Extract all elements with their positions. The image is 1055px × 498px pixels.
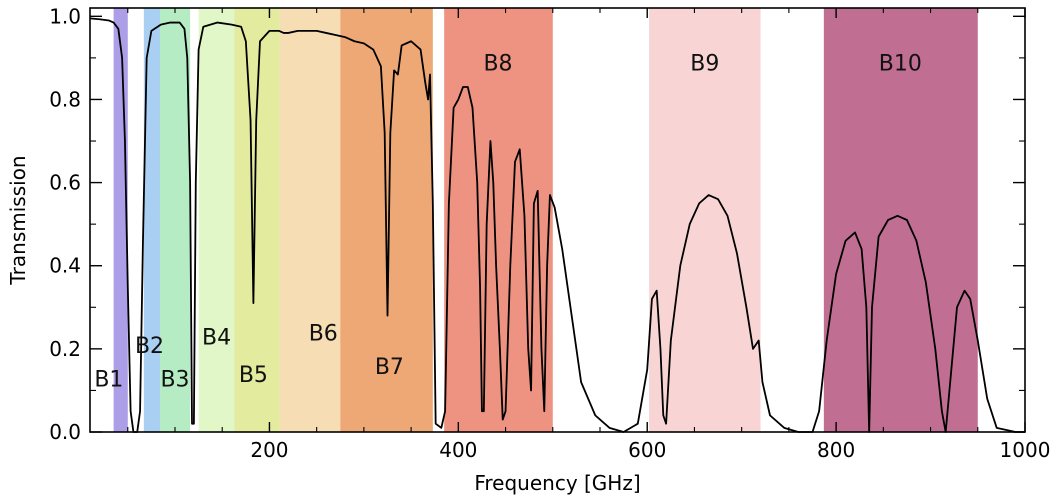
y-tick-label: 0.4 bbox=[49, 254, 81, 278]
band-label-b8: B8 bbox=[483, 51, 512, 76]
x-tick-label: 600 bbox=[628, 438, 666, 462]
x-tick-label: 1000 bbox=[1000, 438, 1051, 462]
band-region-b3 bbox=[159, 8, 191, 432]
y-axis-title: Transmission bbox=[6, 155, 30, 285]
band-label-b9: B9 bbox=[690, 51, 719, 76]
band-label-b4: B4 bbox=[202, 326, 231, 351]
y-tick-label: 0.8 bbox=[49, 87, 81, 111]
y-tick-label: 1.0 bbox=[49, 4, 81, 28]
band-region-b4 bbox=[198, 8, 235, 432]
band-region-b9 bbox=[649, 8, 761, 432]
band-label-b5: B5 bbox=[239, 363, 268, 388]
y-tick-label: 0.0 bbox=[49, 420, 81, 444]
band-regions bbox=[113, 8, 978, 432]
band-label-b7: B7 bbox=[375, 355, 404, 380]
series-layer bbox=[89, 17, 1025, 433]
band-label-b3: B3 bbox=[160, 367, 189, 392]
transmission-line bbox=[89, 17, 1025, 433]
band-label-b6: B6 bbox=[309, 322, 338, 347]
axis-ticks bbox=[90, 8, 1026, 433]
x-tick-label: 400 bbox=[439, 438, 477, 462]
band-region-b6 bbox=[279, 8, 341, 432]
x-tick-label: 200 bbox=[250, 438, 288, 462]
band-region-b5 bbox=[234, 8, 280, 432]
y-tick-label: 0.6 bbox=[49, 171, 81, 195]
x-axis-title: Frequency [GHz] bbox=[474, 471, 640, 495]
band-label-b1: B1 bbox=[94, 367, 123, 392]
plot-frame bbox=[89, 7, 1026, 433]
axis-tick-labels: 200 400 600 800 1000 0.0 0.2 0.4 0.6 0.8 1.0 bbox=[49, 4, 1050, 462]
x-tick-label: 800 bbox=[817, 438, 855, 462]
y-tick-label: 0.2 bbox=[49, 337, 81, 361]
band-label-b10: B10 bbox=[879, 51, 922, 76]
band-label-b2: B2 bbox=[135, 334, 164, 359]
band-labels: B1 B2 B3 B4 B5 B6 B7 B8 B9 B10 bbox=[94, 51, 922, 392]
band-region-b8 bbox=[444, 8, 553, 432]
